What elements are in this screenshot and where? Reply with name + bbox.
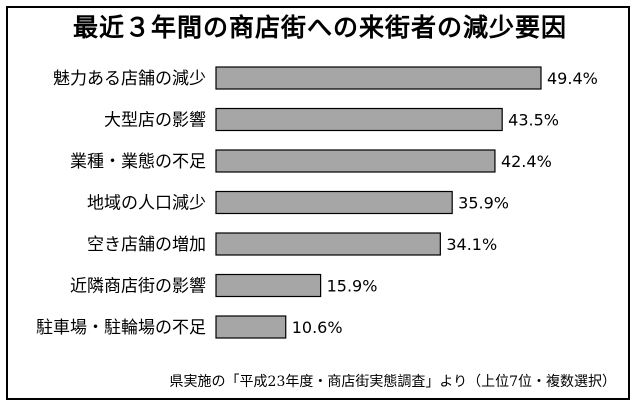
source-note: 県実施の「平成23年度・商店街実態調査」より（上位7位・複数選択） — [169, 374, 616, 390]
chart-title: 最近３年間の商店街への来街者の減少要因 — [72, 13, 567, 42]
bar — [215, 149, 496, 173]
value-label: 35.9% — [458, 194, 509, 213]
category-label: 駐車場・駐輪場の不足 — [36, 318, 206, 338]
value-label: 43.5% — [508, 111, 559, 130]
bar — [215, 315, 287, 339]
value-label: 34.1% — [446, 235, 497, 254]
bar — [215, 190, 453, 215]
bar — [215, 273, 322, 298]
category-label: 近隣商店街の影響 — [70, 277, 206, 297]
value-label: 10.6% — [292, 318, 343, 337]
category-label: 大型店の影響 — [104, 111, 206, 131]
bar — [215, 232, 441, 256]
value-label: 42.4% — [501, 152, 552, 171]
bar — [215, 107, 503, 132]
bars-layer: 魅力ある店舗の減少 49.4% 大型店の影響 43.5% 業種・業態の不足 42.4% 地域… — [36, 66, 598, 339]
value-label: 49.4% — [547, 69, 598, 88]
value-label: 15.9% — [327, 277, 378, 296]
category-label: 業種・業態の不足 — [70, 152, 206, 172]
bar — [215, 66, 542, 90]
category-label: 地域の人口減少 — [87, 194, 206, 214]
category-label: 空き店舗の増加 — [87, 235, 206, 255]
category-label: 魅力ある店舗の減少 — [53, 69, 206, 89]
